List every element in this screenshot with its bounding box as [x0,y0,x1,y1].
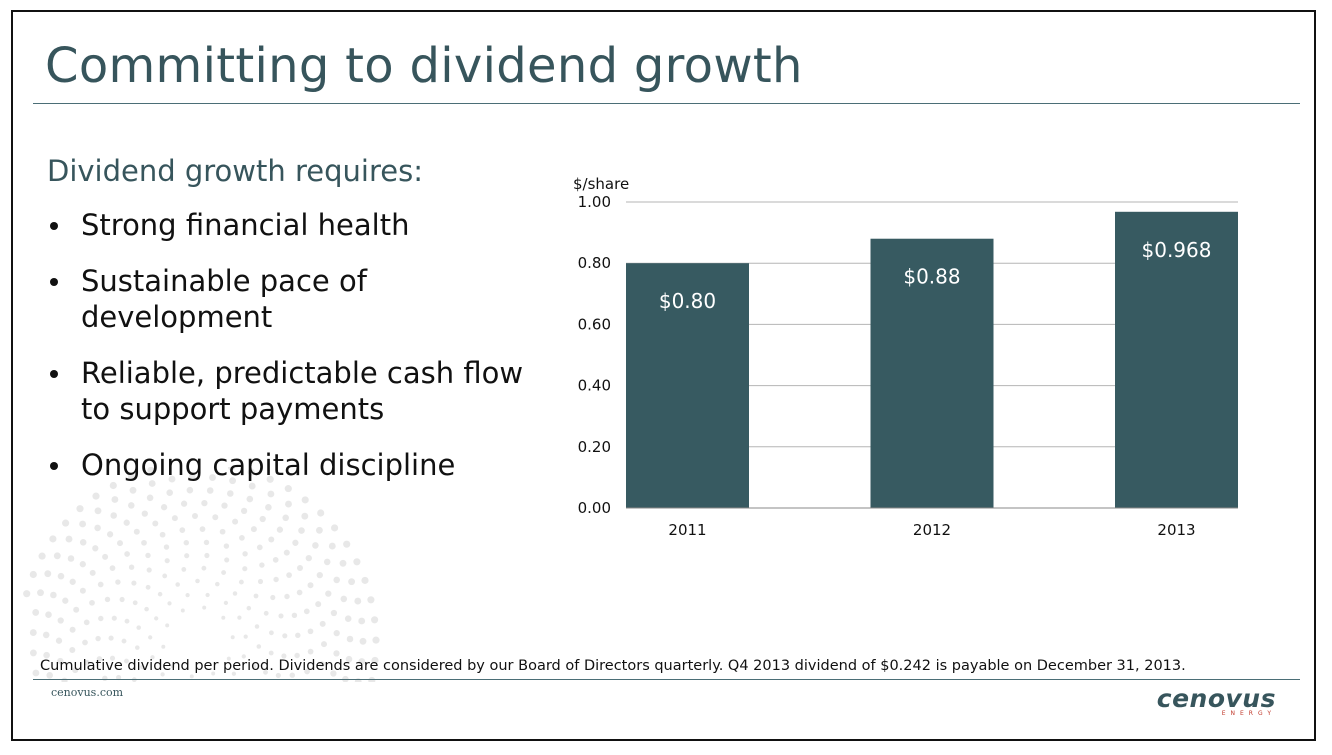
logo-tagline: ENERGY [1221,710,1276,717]
bullet-item: Ongoing capital discipline [47,447,547,483]
intro-text: Dividend growth requires: [47,154,423,188]
bullet-list: Strong financial health Sustainable pace … [47,207,547,503]
slide-title: Committing to dividend growth [45,38,803,94]
y-tick-label: 0.40 [578,377,611,395]
bar-2012 [870,238,994,508]
x-tick-label: 2012 [913,521,951,539]
website-label: cenovus.com [51,686,124,699]
bullet-item: Sustainable pace of development [47,263,381,335]
x-tick-label: 2013 [1157,521,1195,539]
bullet-item: Strong financial health [47,207,547,243]
y-axis-label: $/share [573,175,629,193]
bullet-text: Strong financial health [81,208,410,242]
bullet-item: Reliable, predictable cash flow to suppo… [47,355,551,427]
bullet-dot-icon [50,222,58,230]
slide-frame: Committing to dividend growth Dividend g… [11,10,1316,741]
company-logo: cenovus ENERGY [1156,684,1276,718]
y-tick-label: 0.00 [578,499,611,517]
bar-data-label: $0.88 [903,265,960,289]
bullet-text: Ongoing capital discipline [81,448,456,482]
bullet-dot-icon [50,370,58,378]
y-tick-label: 0.60 [578,315,611,333]
bar-data-label: $0.80 [659,289,716,313]
bar-data-label: $0.968 [1142,238,1212,262]
logo-wordmark: cenovus [1156,684,1276,713]
bullet-dot-icon [50,278,58,286]
footnote: Cumulative dividend per period. Dividend… [40,658,1186,674]
x-tick-label: 2011 [668,521,706,539]
footer-divider [33,679,1300,680]
decorative-dot-pattern [23,467,380,682]
bullet-text: Sustainable pace of development [81,264,367,334]
bar-2013 [1115,211,1238,508]
dividend-bar-chart: $/share 0.00 0.20 0.40 0.60 0.80 1.00 $0.80 2011… [573,175,1238,539]
bar-2011 [626,263,749,508]
bullet-text: Reliable, predictable cash flow to suppo… [81,356,524,426]
title-divider [33,103,1300,104]
bullet-dot-icon [50,462,58,470]
y-tick-label: 0.80 [578,254,611,272]
y-tick-label: 1.00 [578,193,611,211]
y-tick-label: 0.20 [578,438,611,456]
